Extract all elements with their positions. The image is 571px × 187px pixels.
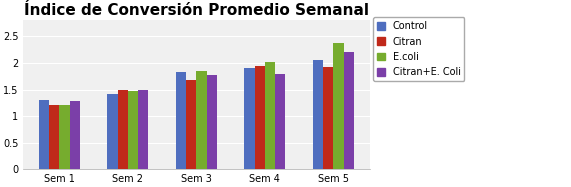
Legend: Control, Citran, E.coli, Citran+E. Coli: Control, Citran, E.coli, Citran+E. Coli <box>373 17 464 81</box>
Bar <box>196 71 207 169</box>
Bar <box>313 60 323 169</box>
Bar <box>344 52 354 169</box>
Title: Índice de Conversión Promedio Semanal: Índice de Conversión Promedio Semanal <box>24 3 369 18</box>
Bar <box>107 94 118 169</box>
Bar <box>176 73 186 169</box>
Bar <box>265 62 275 169</box>
Bar <box>128 91 138 169</box>
Bar <box>138 90 148 169</box>
Bar <box>186 80 196 169</box>
Bar <box>333 43 344 169</box>
Bar <box>244 68 255 169</box>
Bar <box>49 105 59 169</box>
Bar <box>275 73 286 169</box>
Bar <box>39 100 49 169</box>
Bar <box>255 66 265 169</box>
Bar <box>118 90 128 169</box>
Bar <box>70 101 80 169</box>
Bar <box>323 67 333 169</box>
Bar <box>207 75 217 169</box>
Bar <box>59 105 70 169</box>
